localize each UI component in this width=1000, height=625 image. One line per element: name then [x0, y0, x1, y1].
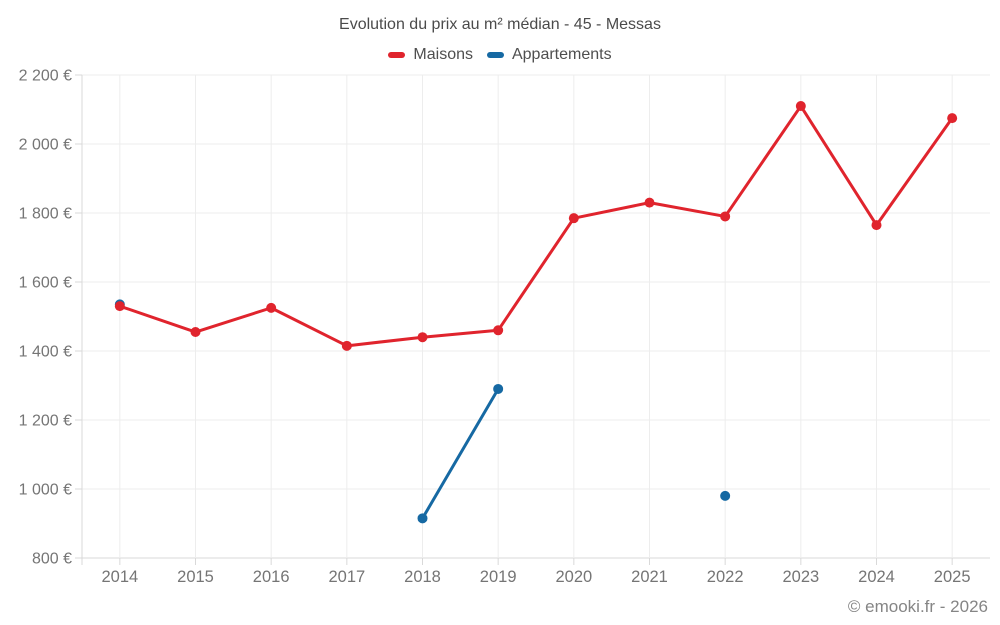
x-tick-label: 2020: [555, 568, 592, 586]
maisons-point-2025: [947, 113, 958, 124]
appartements-swatch-icon: [486, 52, 504, 58]
y-tick-label: 2 200 €: [19, 68, 72, 85]
maisons-point-2023: [795, 101, 806, 112]
maisons-point-2022: [720, 211, 731, 222]
x-tick-label: 2016: [253, 568, 290, 586]
x-tick-label: 2022: [707, 568, 744, 586]
maisons-point-2015: [190, 327, 201, 338]
maisons-point-2017: [341, 340, 352, 351]
legend-item-maisons[interactable]: Maisons: [388, 46, 473, 64]
x-tick-label: 2021: [631, 568, 668, 586]
chart-legend: Maisons Appartements: [0, 46, 1000, 64]
y-tick-label: 1 600 €: [19, 275, 72, 292]
appartements-point-2019: [493, 383, 504, 394]
x-tick-label: 2023: [782, 568, 819, 586]
maisons-point-2020: [568, 213, 579, 224]
x-tick-label: 2019: [480, 568, 517, 586]
y-tick-label: 1 800 €: [19, 206, 72, 223]
maisons-line: [118, 104, 954, 348]
maisons-point-2018: [417, 332, 428, 343]
x-tick-label: 2014: [101, 568, 138, 586]
y-tick-label: 800 €: [32, 551, 72, 568]
legend-label-maisons: Maisons: [413, 46, 473, 63]
maisons-point-2019: [493, 325, 504, 336]
appartements-point-2022: [720, 490, 731, 501]
x-tick-label: 2024: [858, 568, 895, 586]
x-tick-label: 2017: [328, 568, 365, 586]
y-tick-label: 1 000 €: [19, 482, 72, 499]
maisons-swatch-icon: [388, 52, 406, 58]
maisons-point-2024: [871, 220, 882, 231]
y-tick-label: 2 000 €: [19, 137, 72, 154]
x-tick-label: 2025: [934, 568, 971, 586]
footer-credit: © emooki.fr - 2026: [847, 597, 988, 616]
maisons-point-2021: [644, 197, 655, 208]
x-tick-label: 2015: [177, 568, 214, 586]
appartements-point-2018: [417, 513, 428, 524]
appartements-line: [421, 387, 500, 520]
legend-item-appartements[interactable]: Appartements: [486, 46, 612, 64]
y-tick-label: 1 200 €: [19, 413, 72, 430]
maisons-point-2014: [114, 301, 125, 312]
legend-label-appartements: Appartements: [511, 46, 612, 63]
chart-title: Evolution du prix au m² médian - 45 - Me…: [339, 16, 661, 33]
maisons-point-2016: [266, 302, 277, 313]
y-tick-label: 1 400 €: [19, 344, 72, 361]
x-tick-label: 2018: [404, 568, 441, 586]
